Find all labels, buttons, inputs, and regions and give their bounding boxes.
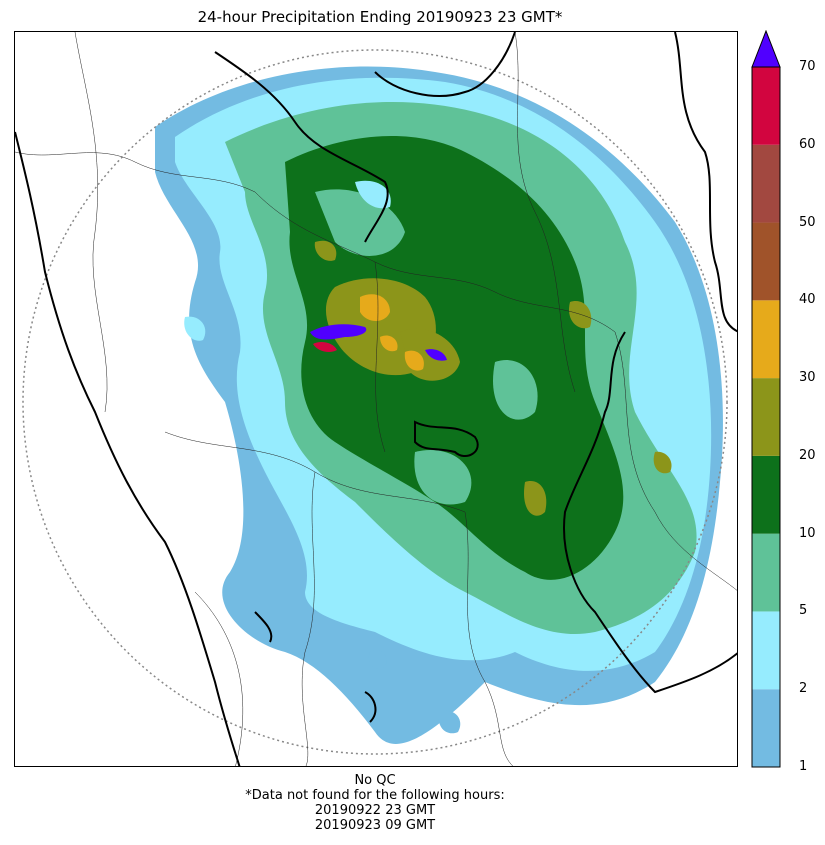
colorbar-segment bbox=[752, 455, 780, 534]
footer-qc-note: No QC bbox=[354, 773, 396, 788]
colorbar-segment bbox=[752, 689, 780, 767]
colorbar-tick-label: 60 bbox=[799, 136, 816, 152]
colorbar-tick-label: 40 bbox=[799, 292, 816, 308]
colorbar-segment bbox=[752, 300, 780, 379]
map-title: 24-hour Precipitation Ending 20190923 23… bbox=[197, 8, 563, 26]
precipitation-colorbar bbox=[751, 29, 791, 770]
colorbar-segment bbox=[752, 222, 780, 301]
state-boundaries bbox=[15, 32, 737, 766]
colorbar-segment bbox=[752, 67, 780, 145]
precipitation-map[interactable] bbox=[14, 31, 738, 767]
colorbar-tick-label: 70 bbox=[799, 59, 816, 74]
colorbar-tick-label: 5 bbox=[799, 603, 808, 619]
footer-notes: No QC *Data not found for the following … bbox=[0, 773, 750, 833]
footer-missing-hour-1: 20190922 23 GMT bbox=[314, 803, 436, 818]
colorbar-segment bbox=[752, 144, 780, 223]
radar-range-ring bbox=[22, 49, 728, 755]
colorbar-tick-label: 30 bbox=[799, 370, 816, 386]
colorbar-tick-label: 10 bbox=[799, 525, 816, 541]
coastline bbox=[15, 131, 241, 766]
footer-missing-hour-2: 20190923 09 GMT bbox=[314, 818, 436, 833]
colorbar-segment bbox=[752, 533, 780, 612]
colorbar-extend-arrow bbox=[751, 29, 781, 68]
map-canvas bbox=[15, 32, 737, 766]
footer-missing-data-note: *Data not found for the following hours: bbox=[245, 788, 505, 803]
colorbar-tick-label: 2 bbox=[799, 681, 808, 697]
precip-area-70mm bbox=[310, 324, 367, 340]
district-boundaries bbox=[15, 32, 737, 766]
colorbar-segment bbox=[752, 611, 780, 690]
colorbar-tick-label: 50 bbox=[799, 214, 816, 230]
colorbar-segment bbox=[752, 378, 780, 456]
precip-area-30mm bbox=[360, 294, 390, 321]
colorbar-tick-label: 20 bbox=[799, 447, 816, 463]
colorbar-tick-label: 1 bbox=[799, 759, 808, 774]
